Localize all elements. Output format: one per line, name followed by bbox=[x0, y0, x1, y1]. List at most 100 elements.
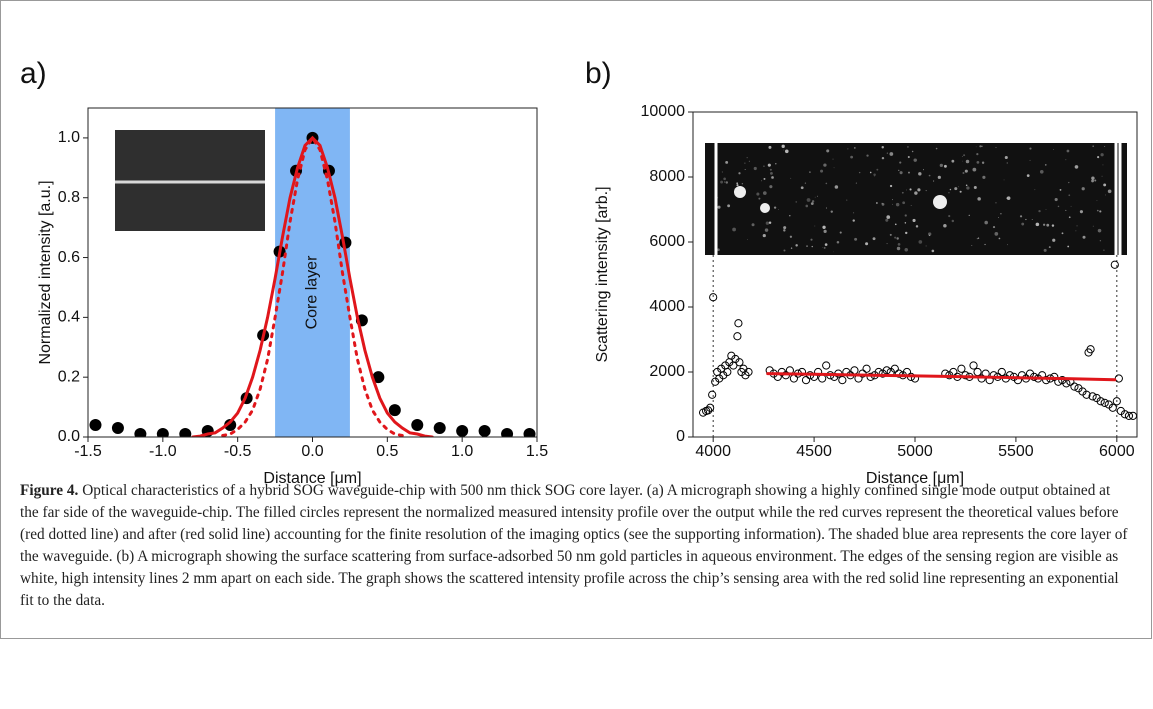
micrograph-speck bbox=[889, 233, 892, 236]
micrograph-speck bbox=[981, 145, 983, 147]
data-point bbox=[997, 367, 1006, 377]
micrograph-speck bbox=[910, 204, 912, 206]
micrograph-speck bbox=[775, 163, 777, 165]
micrograph-speck bbox=[897, 243, 901, 246]
y-tick-label: 8000 bbox=[649, 168, 685, 185]
x-tick-label: -0.5 bbox=[224, 443, 252, 460]
data-point bbox=[134, 428, 147, 437]
caption: Figure 4. Optical characteristics of a h… bbox=[20, 480, 1132, 612]
micrograph-speck bbox=[961, 156, 963, 157]
micrograph-speck bbox=[995, 202, 997, 204]
micrograph-speck bbox=[881, 156, 885, 160]
micrograph-speck bbox=[761, 180, 763, 182]
y-axis-label: Scattering intensity [arb.] bbox=[594, 186, 611, 362]
micrograph-speck bbox=[918, 240, 923, 244]
micrograph-speck bbox=[727, 204, 731, 208]
micrograph-speck bbox=[881, 202, 885, 206]
x-axis-label: Distance [μm] bbox=[263, 470, 361, 487]
data-point bbox=[969, 361, 978, 370]
y-tick-label: 0.6 bbox=[58, 249, 80, 266]
micrograph-speck bbox=[995, 147, 997, 149]
micrograph-speck bbox=[943, 164, 947, 168]
micrograph-speck bbox=[810, 238, 813, 241]
micrograph-speck bbox=[899, 171, 903, 175]
micrograph-speck bbox=[1079, 210, 1083, 214]
micrograph-speck bbox=[925, 190, 927, 192]
micrograph-speck bbox=[806, 198, 811, 202]
micrograph-speck bbox=[1021, 222, 1025, 226]
micrograph-speck bbox=[896, 246, 901, 251]
y-axis-label: Normalized intensity [a.u.] bbox=[37, 180, 54, 364]
micrograph-speck bbox=[723, 177, 726, 181]
micrograph-speck bbox=[1092, 225, 1094, 227]
data-point bbox=[1042, 376, 1051, 385]
micrograph-speck bbox=[770, 171, 773, 175]
micrograph-speck bbox=[918, 172, 922, 176]
micrograph-speck bbox=[899, 161, 902, 164]
micrograph-speck bbox=[1007, 244, 1008, 246]
micrograph-speck bbox=[852, 219, 855, 222]
micrograph-speck bbox=[904, 248, 909, 252]
y-tick-label: 10000 bbox=[641, 103, 686, 120]
data-point bbox=[1112, 397, 1121, 406]
micrograph-speck bbox=[901, 191, 904, 194]
micrograph-speck bbox=[939, 163, 943, 168]
micrograph-speck bbox=[895, 202, 900, 207]
micrograph-speck bbox=[943, 223, 947, 228]
micrograph-speck bbox=[1034, 189, 1036, 191]
micrograph-speck bbox=[1082, 235, 1086, 239]
data-point bbox=[973, 367, 982, 377]
micrograph-speck bbox=[756, 192, 760, 196]
caption-text: Optical characteristics of a hybrid SOG … bbox=[20, 482, 1128, 609]
x-tick-label: 0.0 bbox=[301, 443, 323, 460]
micrograph-speck bbox=[744, 162, 746, 164]
micrograph-speck bbox=[1066, 149, 1070, 153]
micrograph-speck bbox=[1068, 216, 1071, 219]
data-point bbox=[890, 364, 899, 373]
plot bbox=[698, 143, 1137, 437]
data-point bbox=[388, 404, 401, 417]
micrograph-speck bbox=[1075, 230, 1077, 232]
micrograph-speck bbox=[790, 247, 793, 249]
micrograph-speck bbox=[767, 163, 771, 167]
data-point bbox=[523, 428, 536, 437]
micrograph-speck bbox=[717, 248, 720, 252]
micrograph-speck bbox=[725, 160, 729, 164]
micrograph-speck bbox=[911, 150, 914, 153]
micrograph-speck bbox=[1096, 209, 1099, 212]
micrograph-speck bbox=[732, 227, 736, 232]
micrograph-speck bbox=[965, 159, 970, 164]
micrograph-speck bbox=[872, 237, 876, 241]
data-point bbox=[706, 403, 715, 412]
y-tick-label: 2000 bbox=[649, 363, 685, 380]
data-point bbox=[111, 422, 124, 435]
micrograph-speck bbox=[1096, 200, 1098, 201]
data-point bbox=[704, 406, 713, 415]
micrograph-speck bbox=[781, 144, 785, 148]
x-tick-label: 5500 bbox=[998, 443, 1034, 460]
micrograph-speck bbox=[853, 212, 855, 214]
micrograph-speck bbox=[720, 180, 724, 184]
micrograph-speck bbox=[1029, 159, 1031, 162]
micrograph-speck bbox=[869, 171, 872, 174]
micrograph-speck bbox=[937, 175, 941, 179]
micrograph-speck bbox=[874, 175, 875, 177]
micrograph-speck bbox=[965, 184, 968, 187]
micrograph-speck bbox=[984, 220, 988, 225]
micrograph-speck bbox=[725, 181, 729, 184]
micrograph-speck bbox=[949, 188, 952, 191]
micrograph-spot bbox=[760, 203, 770, 213]
data-point bbox=[224, 419, 237, 432]
micrograph-speck bbox=[846, 199, 848, 201]
micrograph-speck bbox=[800, 186, 804, 190]
micrograph-speck bbox=[839, 231, 842, 234]
data-point bbox=[957, 364, 966, 373]
micrograph-speck bbox=[1059, 188, 1062, 191]
x-tick-label: 0.5 bbox=[376, 443, 398, 460]
micrograph-speck bbox=[1038, 209, 1041, 213]
micrograph-speck bbox=[826, 149, 830, 153]
micrograph-speck bbox=[1067, 245, 1070, 248]
micrograph-speck bbox=[958, 186, 960, 188]
micrograph-speck bbox=[975, 146, 977, 148]
